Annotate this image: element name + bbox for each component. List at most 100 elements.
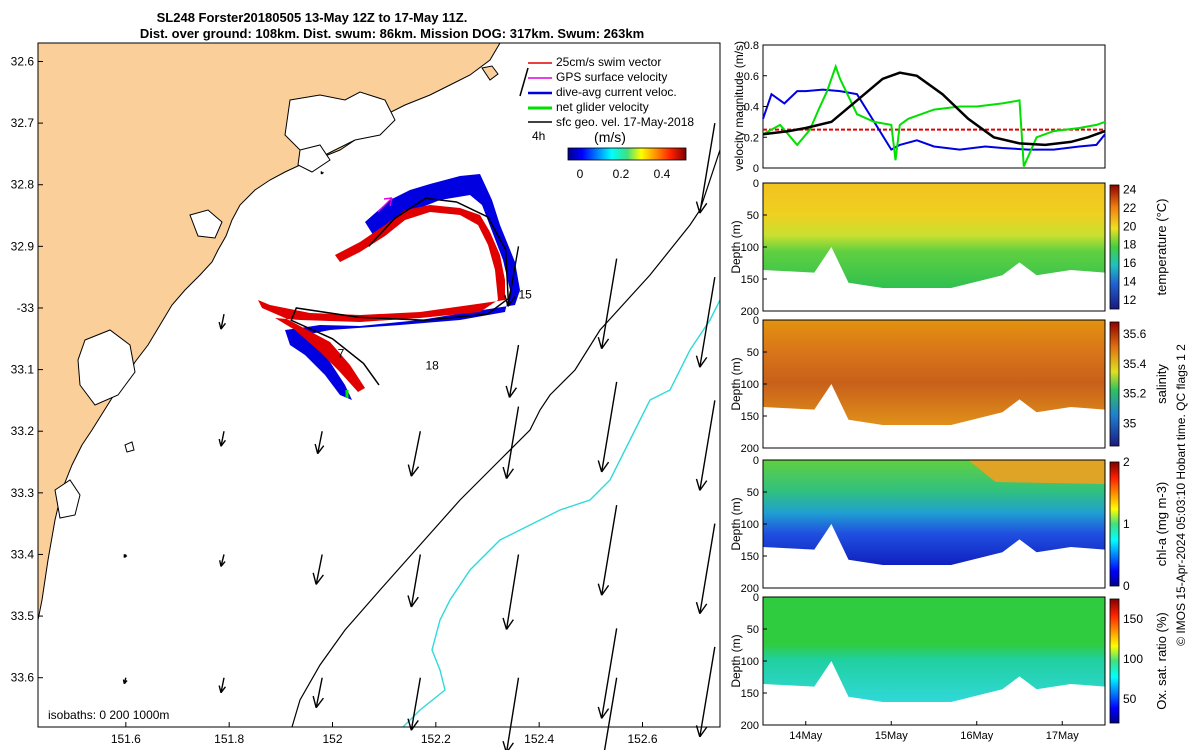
colorbar-tick-label: 22 — [1123, 201, 1137, 215]
legend-net: net glider velocity — [556, 100, 649, 114]
section-ylabel: Depth (m) — [729, 220, 743, 273]
section-y-tick-label: 200 — [741, 443, 759, 455]
section-colorbar — [1110, 322, 1119, 446]
track-day-label: 7 — [338, 346, 345, 360]
colorbar-tick-label: 50 — [1123, 692, 1137, 706]
colorbar-tick-label: 16 — [1123, 256, 1137, 270]
section-y-tick-label: 50 — [747, 624, 759, 636]
colorbar-tick-label: 100 — [1123, 652, 1143, 666]
map-x-tick-label: 152.4 — [524, 732, 554, 746]
colorbar-tick-label: 1 — [1123, 517, 1130, 531]
colorbar-tick: 0.4 — [654, 167, 671, 181]
gps-vector — [384, 198, 392, 199]
section-field — [763, 597, 1105, 702]
section-y-tick-label: 0 — [753, 592, 759, 604]
legend-geo: sfc geo. vel. 17-May-2018 — [556, 115, 694, 129]
colorbar-label: salinity — [1154, 364, 1169, 404]
colorbar-tick-label: 35.4 — [1123, 357, 1147, 371]
section-x-tick-label: 17May — [1046, 730, 1080, 742]
colorbar-label: chl-a (mg m-3) — [1154, 482, 1169, 567]
map-y-tick-label: 33.3 — [11, 486, 35, 500]
legend-current: dive-avg current veloc. — [556, 85, 677, 99]
section-y-tick-label: 50 — [747, 487, 759, 499]
map-x-tick-label: 151.6 — [111, 732, 141, 746]
colorbar-label: (m/s) — [594, 129, 626, 145]
figure-title-line2: Dist. over ground: 108km. Dist. swum: 86… — [140, 26, 644, 41]
section-field — [763, 183, 1105, 288]
colorbar-tick-label: 18 — [1123, 238, 1137, 252]
section-y-tick-label: 100 — [741, 242, 759, 254]
section-ylabel: Depth (m) — [729, 634, 743, 687]
section-y-tick-label: 100 — [741, 656, 759, 668]
section-y-tick-label: 0 — [753, 315, 759, 327]
figure-title-line1: SL248 Forster20180505 13-May 12Z to 17-M… — [157, 10, 468, 25]
map-y-tick-label: -33 — [17, 301, 35, 315]
velocity-ylabel: velocity magnitude (m/s) — [732, 41, 746, 171]
arrow-head — [123, 680, 124, 684]
map-y-tick-label: 33.6 — [11, 671, 35, 685]
section-field — [763, 320, 1105, 425]
section-y-tick-label: 100 — [741, 519, 759, 531]
section-y-tick-label: 0 — [753, 178, 759, 190]
section-panel: 0 50 100 150 200 Depth (m) 50 100 150 Ox. sat. ra… — [729, 592, 1169, 742]
colorbar-tick-label: 14 — [1123, 274, 1137, 288]
section-y-tick-label: 150 — [741, 274, 759, 286]
section-y-tick-label: 0 — [753, 455, 759, 467]
legend-gps: GPS surface velocity — [556, 70, 667, 84]
map-y-tick-label: 32.6 — [11, 54, 35, 68]
colorbar-tick-label: 0 — [1123, 579, 1130, 593]
arrow-head — [503, 741, 506, 750]
section-x-tick-label: 16May — [960, 730, 994, 742]
section-colorbar — [1110, 462, 1119, 586]
track-day-label: 18 — [426, 359, 440, 373]
map-y-tick-label: 33.5 — [11, 609, 35, 623]
velocity-panel: 00.20.40.60.8 velocity magnitude (m/s) — [732, 40, 1105, 175]
section-y-tick-label: 150 — [741, 411, 759, 423]
section-ylabel: Depth (m) — [729, 357, 743, 410]
colorbar-tick-label: 150 — [1123, 612, 1143, 626]
credit-line: © IMOS 15-Apr-2024 05:03:10 Hobart time.… — [1174, 344, 1188, 646]
speed-colorbar — [568, 148, 686, 160]
colorbar-tick-label: 2 — [1123, 455, 1130, 469]
section-colorbar — [1110, 599, 1119, 723]
map-x-tick-label: 152 — [322, 732, 342, 746]
colorbar-tick-label: 35 — [1123, 417, 1137, 431]
section-y-tick-label: 150 — [741, 551, 759, 563]
section-x-tick-label: 14May — [789, 730, 823, 742]
colorbar-label: Ox. sat. ratio (%) — [1154, 612, 1169, 710]
map-y-tick-label: 32.8 — [11, 178, 35, 192]
colorbar-tick: 0.2 — [613, 167, 630, 181]
map-y-tick-label: 33.1 — [11, 363, 35, 377]
section-ylabel: Depth (m) — [729, 497, 743, 550]
map-x-tick-label: 151.8 — [214, 732, 244, 746]
section-y-tick-label: 100 — [741, 379, 759, 391]
colorbar-tick: 0 — [577, 167, 584, 181]
velocity-y-tick-label: 0 — [753, 163, 759, 175]
scale-label: 4h — [532, 129, 545, 143]
map-y-tick-label: 32.9 — [11, 239, 35, 253]
colorbar-tick-label: 35.6 — [1123, 327, 1147, 341]
map-y-tick-label: 33.4 — [11, 547, 35, 561]
colorbar-tick-label: 35.2 — [1123, 387, 1147, 401]
section-y-tick-label: 50 — [747, 347, 759, 359]
colorbar-label: temperature (°C) — [1154, 199, 1169, 296]
section-colorbar — [1110, 185, 1119, 309]
map-y-tick-label: 32.7 — [11, 116, 35, 130]
section-y-tick-label: 200 — [741, 720, 759, 732]
map-x-tick-label: 152.2 — [421, 732, 451, 746]
colorbar-tick-label: 12 — [1123, 293, 1137, 307]
section-y-tick-label: 50 — [747, 210, 759, 222]
legend-swim: 25cm/s swim vector — [556, 55, 661, 69]
map-y-tick-label: 33.2 — [11, 424, 35, 438]
isobaths-label: isobaths: 0 200 1000m — [48, 708, 169, 722]
colorbar-tick-label: 24 — [1123, 183, 1137, 197]
colorbar-tick-label: 20 — [1123, 219, 1137, 233]
track-day-label: 15 — [519, 288, 533, 302]
map-x-tick-label: 152.6 — [627, 732, 657, 746]
section-x-tick-label: 15May — [875, 730, 909, 742]
section-y-tick-label: 150 — [741, 688, 759, 700]
section-panel: 0 50 100 150 200 Depth (m) 35 35.2 35.4 35.6 salin… — [729, 315, 1169, 455]
